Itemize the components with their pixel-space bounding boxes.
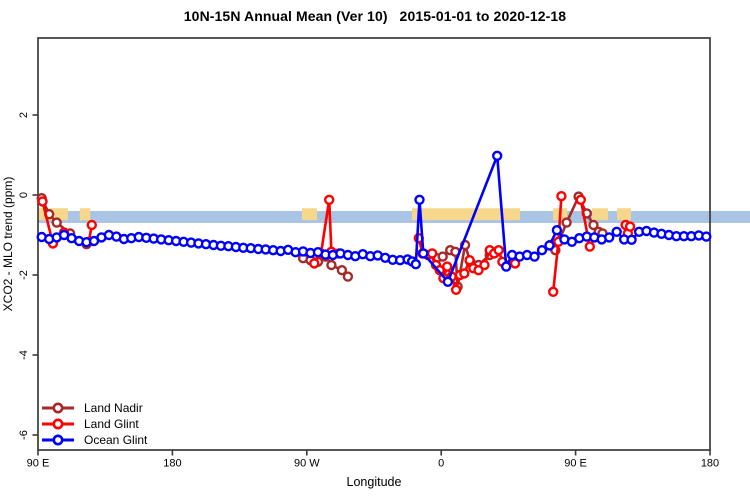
y-tick-label: -4 xyxy=(18,350,30,360)
series-land-nadir-point xyxy=(342,271,354,282)
legend-label: Land Nadir xyxy=(84,401,143,415)
series-ocean-glint-point xyxy=(544,240,555,251)
axis-ticks: 90 E 180 90 W 0 90 E 180 2 0 -2 -4 -6 xyxy=(18,112,719,470)
series-land-nadir-point xyxy=(437,251,448,262)
series-land-glint-point xyxy=(575,194,586,206)
legend-label: Land Glint xyxy=(84,417,139,431)
legend-swatch-land-nadir xyxy=(42,402,74,414)
legend-swatch-land-glint xyxy=(42,418,74,430)
series-ocean-glint-point xyxy=(442,276,454,287)
x-tick-label: 90 E xyxy=(27,458,50,470)
land-band-segment xyxy=(616,208,632,221)
x-axis-label: Longitude xyxy=(347,475,402,489)
series-ocean-glint-point xyxy=(492,150,503,162)
series-land-glint-point xyxy=(86,219,98,231)
series-ocean-glint-point xyxy=(626,234,637,246)
series-land-nadir-point xyxy=(326,259,337,271)
y-tick-label: -2 xyxy=(18,270,30,280)
series-ocean-glint-point xyxy=(611,226,622,238)
y-tick-label: -6 xyxy=(18,430,30,440)
x-tick-label: 180 xyxy=(163,458,181,470)
series-land-glint-point xyxy=(493,244,504,256)
legend: Land Nadir Land Glint Ocean Glint xyxy=(40,400,147,448)
series-land-glint-point xyxy=(309,258,320,269)
land-band-segment xyxy=(302,208,317,221)
legend-swatch-ocean-glint xyxy=(42,434,74,446)
series-ocean-glint-point xyxy=(701,231,712,242)
series-ocean-glint-point xyxy=(529,251,540,262)
series-land-glint-point xyxy=(427,248,438,259)
series-land-glint-point xyxy=(450,284,462,295)
series-land-glint-point xyxy=(509,258,521,269)
legend-marker-circle xyxy=(52,418,64,430)
chart-title: 10N-15N Annual Mean (Ver 10) 2015-01-01 … xyxy=(183,8,567,24)
series-land-glint-point xyxy=(479,259,490,271)
y-tick-label: 0 xyxy=(18,192,30,198)
series-land-nadir-point xyxy=(561,217,572,228)
series-land-glint-point xyxy=(624,221,636,232)
series-land-glint-point xyxy=(442,261,453,272)
plot-border xyxy=(37,37,711,451)
series-ocean-glint-point xyxy=(414,194,425,206)
series-land-glint-point xyxy=(548,286,559,297)
x-tick-label: 0 xyxy=(438,458,444,470)
series-land-glint-point xyxy=(584,241,595,252)
legend-marker-circle xyxy=(52,402,64,414)
land-band-segment xyxy=(592,208,609,221)
ocean-band xyxy=(38,211,750,223)
map-strip-bands xyxy=(38,208,750,223)
x-tick-label: 90 W xyxy=(294,458,320,470)
series-land-nadir-point xyxy=(588,219,599,231)
series-land-glint-point xyxy=(37,196,48,207)
series-ocean-glint-point xyxy=(410,259,421,270)
legend-marker-circle xyxy=(52,434,64,446)
series-land-glint-point xyxy=(556,190,567,202)
legend-item-land-nadir: Land Nadir xyxy=(40,400,147,416)
series-land-nadir-point xyxy=(51,217,62,228)
series-land-nadir-point xyxy=(336,265,348,276)
data-series xyxy=(36,150,712,297)
land-band-segment xyxy=(79,208,91,221)
series-land-glint-point xyxy=(464,255,475,266)
y-tick-label: 2 xyxy=(18,112,30,118)
legend-item-ocean-glint: Ocean Glint xyxy=(40,432,147,448)
legend-item-land-glint: Land Glint xyxy=(40,416,147,432)
land-band-segment xyxy=(411,208,521,221)
series-land-glint-point xyxy=(459,268,470,279)
legend-label: Ocean Glint xyxy=(84,433,148,447)
series-ocean-glint-point xyxy=(501,261,512,272)
series-ocean-glint-point xyxy=(536,244,548,256)
x-tick-label: 90 E xyxy=(564,458,587,470)
series-ocean-glint-point xyxy=(551,224,563,236)
series-ocean-glint-point xyxy=(604,232,615,243)
y-axis-label: XCO2 - MLO trend (ppm) xyxy=(1,177,15,312)
series-ocean-glint-point xyxy=(418,248,429,259)
series-land-glint-point xyxy=(324,194,335,206)
x-tick-label: 180 xyxy=(701,458,719,470)
